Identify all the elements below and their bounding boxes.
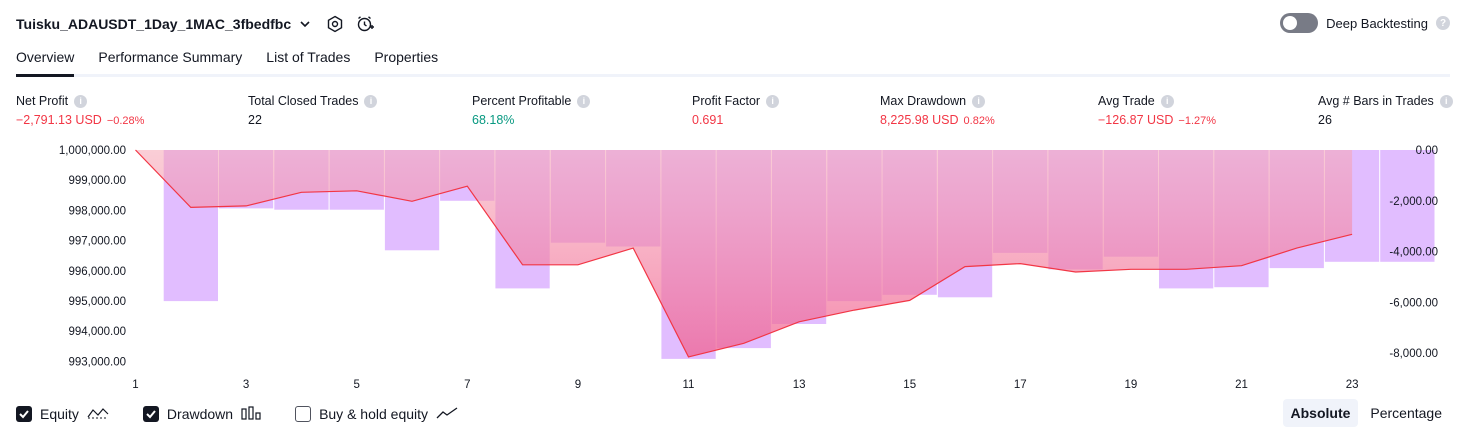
equity-checkbox[interactable]: [16, 406, 32, 422]
metric-profit-factor: Profit Factor i 0.691: [692, 94, 779, 127]
metric-avg-bars-in-trades: Avg # Bars in Trades i 26: [1318, 94, 1453, 127]
x-axis-tick: 1: [132, 379, 138, 391]
x-axis: 1 3 5 7 9 11 13 15 17 19 21 23: [132, 379, 1358, 391]
chevron-down-icon[interactable]: [295, 14, 315, 34]
metric-value: 26: [1318, 113, 1332, 127]
left-axis-tick: 995,000.00: [68, 296, 126, 308]
equity-drawdown-chart[interactable]: 1,000,000.00 999,000.00 998,000.00 997,000.…: [0, 138, 1466, 396]
right-axis-tick: -2,000.00: [1389, 196, 1438, 208]
deep-backtesting-control: Deep Backtesting ?: [1280, 13, 1450, 33]
metric-percent: −0.28%: [107, 115, 145, 127]
x-axis-tick: 9: [575, 379, 581, 391]
drawdown-checkbox[interactable]: [143, 406, 159, 422]
metric-value: 0.691: [692, 113, 723, 127]
metric-percent: 0.82%: [964, 115, 995, 127]
metrics-row: Net Profit i −2,791.13 USD −0.28% Total Cl…: [16, 94, 1450, 134]
info-icon[interactable]: i: [766, 95, 779, 108]
buy-hold-toggle[interactable]: Buy & hold equity: [295, 406, 458, 423]
x-axis-tick: 17: [1014, 379, 1027, 391]
deep-backtesting-toggle[interactable]: [1280, 13, 1318, 33]
left-axis-tick: 998,000.00: [68, 205, 126, 217]
metric-value: 8,225.98 USD: [880, 113, 959, 127]
bar-chart-icon: [241, 406, 261, 423]
tab-properties[interactable]: Properties: [374, 44, 438, 74]
trend-line-icon: [436, 406, 458, 423]
right-axis-tick: -8,000.00: [1389, 348, 1438, 360]
right-axis-tick: -6,000.00: [1389, 297, 1438, 309]
buy-hold-checkbox[interactable]: [295, 406, 311, 422]
metric-label: Profit Factor: [692, 94, 760, 108]
metric-value: 68.18%: [472, 113, 514, 127]
info-icon[interactable]: i: [972, 95, 985, 108]
info-icon[interactable]: i: [1161, 95, 1174, 108]
metric-max-drawdown: Max Drawdown i 8,225.98 USD 0.82%: [880, 94, 995, 127]
right-axis-tick: 0.00: [1416, 145, 1438, 157]
equity-toggle[interactable]: Equity: [16, 406, 109, 423]
metric-value: −126.87 USD: [1098, 113, 1173, 127]
left-axis: 1,000,000.00 999,000.00 998,000.00 997,000.…: [59, 145, 126, 368]
metric-label: Avg # Bars in Trades: [1318, 94, 1434, 108]
x-axis-tick: 19: [1125, 379, 1138, 391]
tab-list-of-trades[interactable]: List of Trades: [266, 44, 350, 74]
x-axis-tick: 13: [793, 379, 806, 391]
chart-legend: Equity Drawdown Buy & hold equity: [16, 401, 458, 427]
tab-overview[interactable]: Overview: [16, 44, 74, 74]
x-axis-tick: 5: [353, 379, 359, 391]
equity-area: [136, 150, 1353, 357]
left-axis-tick: 994,000.00: [68, 326, 126, 338]
info-icon[interactable]: i: [577, 95, 590, 108]
tab-bar: Overview Performance Summary List of Tra…: [16, 44, 1450, 77]
drawdown-label: Drawdown: [167, 406, 233, 422]
metric-value: −2,791.13 USD: [16, 113, 102, 127]
metric-net-profit: Net Profit i −2,791.13 USD −0.28%: [16, 94, 144, 127]
metric-label: Percent Profitable: [472, 94, 571, 108]
drawdown-toggle[interactable]: Drawdown: [143, 406, 261, 423]
left-axis-tick: 996,000.00: [68, 266, 126, 278]
equity-label: Equity: [40, 406, 79, 422]
tab-performance-summary[interactable]: Performance Summary: [98, 44, 242, 74]
value-mode-switch: Absolute Percentage: [1283, 399, 1451, 427]
metric-label: Net Profit: [16, 94, 68, 108]
metric-total-closed-trades: Total Closed Trades i 22: [248, 94, 377, 127]
help-icon[interactable]: ?: [1436, 16, 1450, 30]
left-axis-tick: 999,000.00: [68, 175, 126, 187]
x-axis-tick: 21: [1235, 379, 1248, 391]
strategy-header: Tuisku_ADAUSDT_1Day_1MAC_3fbedfbc: [16, 12, 375, 36]
info-icon[interactable]: i: [1440, 95, 1453, 108]
buy-hold-label: Buy & hold equity: [319, 406, 428, 422]
metric-label: Max Drawdown: [880, 94, 966, 108]
metric-avg-trade: Avg Trade i −126.87 USD −1.27%: [1098, 94, 1216, 127]
x-axis-tick: 7: [464, 379, 470, 391]
toggle-knob: [1283, 16, 1297, 30]
equity-area-fill: [136, 150, 1353, 357]
absolute-button[interactable]: Absolute: [1283, 399, 1359, 427]
equity-line-icon: [87, 406, 109, 423]
left-axis-tick: 997,000.00: [68, 236, 126, 248]
metric-percent: −1.27%: [1178, 115, 1216, 127]
x-axis-tick: 3: [243, 379, 249, 391]
strategy-name[interactable]: Tuisku_ADAUSDT_1Day_1MAC_3fbedfbc: [16, 16, 291, 32]
settings-icon[interactable]: [325, 14, 345, 34]
x-axis-tick: 11: [683, 379, 695, 391]
info-icon[interactable]: i: [74, 95, 87, 108]
metric-label: Total Closed Trades: [248, 94, 358, 108]
deep-backtesting-label: Deep Backtesting: [1326, 16, 1428, 31]
x-axis-tick: 15: [903, 379, 916, 391]
add-alert-icon[interactable]: [355, 14, 375, 34]
left-axis-tick: 1,000,000.00: [59, 145, 126, 157]
right-axis-tick: -4,000.00: [1389, 247, 1438, 259]
percentage-button[interactable]: Percentage: [1362, 399, 1450, 427]
left-axis-tick: 993,000.00: [68, 356, 126, 368]
x-axis-tick: 23: [1346, 379, 1359, 391]
metric-label: Avg Trade: [1098, 94, 1155, 108]
metric-percent-profitable: Percent Profitable i 68.18%: [472, 94, 590, 127]
info-icon[interactable]: i: [364, 95, 377, 108]
metric-value: 22: [248, 113, 262, 127]
